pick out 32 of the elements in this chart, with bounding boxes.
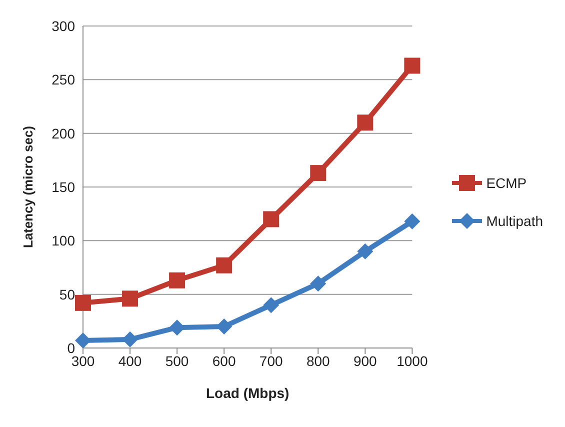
point (310, 165, 326, 182)
y-tick-label: 100 (52, 232, 76, 249)
point (216, 318, 232, 335)
point (357, 243, 374, 260)
x-tick-label: 900 (353, 352, 378, 369)
legend-label: Multipath (486, 213, 543, 229)
x-tick-label: 400 (118, 352, 142, 369)
y-tick-label: 250 (52, 72, 76, 88)
legend-label: ECMP (486, 175, 527, 191)
point (357, 114, 374, 131)
point (75, 294, 91, 311)
x-tick-label: 800 (306, 352, 330, 369)
point (122, 290, 138, 307)
x-tick-label: 700 (259, 352, 283, 369)
point (169, 272, 186, 288)
y-tick-label: 300 (52, 18, 76, 34)
point (216, 257, 232, 274)
point (122, 331, 138, 348)
point (263, 297, 280, 314)
y-axis-title: Latency (micro sec) (20, 126, 36, 248)
y-tick-label: 200 (52, 125, 76, 142)
point (404, 58, 420, 74)
point (75, 332, 91, 348)
x-tick-label: 500 (165, 352, 189, 369)
x-tick-label: 600 (212, 352, 236, 369)
y-tick-label: 150 (52, 178, 76, 195)
point (310, 276, 326, 292)
x-axis-title: Load (Mbps) (206, 385, 290, 401)
point (263, 211, 280, 228)
x-tick-label: 1000 (396, 352, 428, 369)
y-tick-label: 50 (59, 286, 76, 302)
point (404, 213, 420, 230)
